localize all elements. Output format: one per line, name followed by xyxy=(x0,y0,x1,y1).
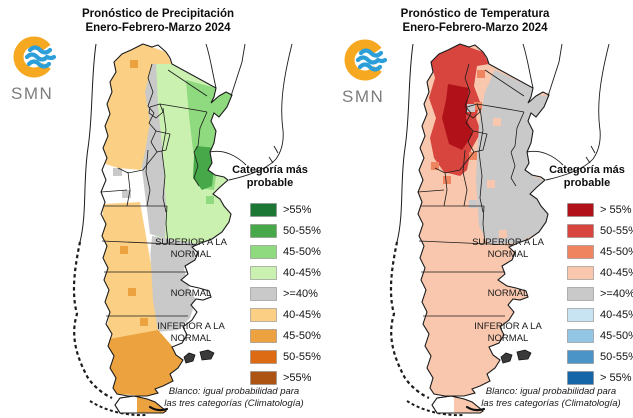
legend-label: 50-55% xyxy=(283,225,321,237)
legend-label: 40-45% xyxy=(600,309,633,321)
legend-swatch xyxy=(567,350,594,364)
legend-category-above: SUPERIOR A LA NORMAL xyxy=(472,237,544,260)
precipitation-panel: Pronóstico de Precipitación Enero-Febrer… xyxy=(0,0,321,418)
legend-row: > 55% xyxy=(567,371,632,385)
temperature-panel: Pronóstico de Temperatura Enero-Febrero-… xyxy=(317,0,633,418)
legend-swatch xyxy=(250,329,277,343)
smn-logo-waves xyxy=(24,45,57,69)
legend-row: 50-55% xyxy=(567,224,633,238)
legend-swatch xyxy=(567,245,594,259)
legend-title: Categoría más probable xyxy=(549,164,625,189)
region-above-50-55 xyxy=(193,146,216,190)
legend-swatch xyxy=(567,287,594,301)
title-line2: Enero-Febrero-Marzo 2024 xyxy=(402,22,548,34)
legend-row: 45-50% xyxy=(250,245,321,259)
legend-swatch xyxy=(250,287,277,301)
legend-row: 50-55% xyxy=(250,224,321,238)
legend-label: 45-50% xyxy=(283,246,321,258)
region-normal-patagonia xyxy=(148,236,200,332)
legend-swatch xyxy=(250,203,277,217)
legend-label: >=40% xyxy=(600,288,633,300)
region-above-55 xyxy=(442,84,473,150)
legend-category-normal: NORMAL xyxy=(170,288,212,299)
legend-swatch xyxy=(567,371,594,385)
legend-label: >=40% xyxy=(283,288,318,300)
legend-row: 45-50% xyxy=(567,245,633,259)
pixel-noise xyxy=(487,118,507,238)
legend-row: >55% xyxy=(250,371,311,385)
legend-label: > 55% xyxy=(600,372,632,384)
pixel-noise xyxy=(120,60,148,326)
region-below-40-45-nw xyxy=(101,44,172,170)
legend-label: >55% xyxy=(283,372,312,384)
legend-swatch xyxy=(250,224,277,238)
legend-label: 40-45% xyxy=(283,309,321,321)
legend-label: > 55% xyxy=(600,204,632,216)
precipitation-title: Pronóstico de Precipitación Enero-Febrer… xyxy=(0,7,316,35)
legend-row: >=40% xyxy=(250,287,318,301)
legend-row: > 55% xyxy=(567,203,632,217)
temperature-title: Pronóstico de Temperatura Enero-Febrero-… xyxy=(317,7,633,35)
legend-swatch xyxy=(250,308,277,322)
legend-swatch xyxy=(567,203,594,217)
legend-label: 50-55% xyxy=(600,225,633,237)
legend-swatch xyxy=(567,266,594,280)
legend-row: 45-50% xyxy=(250,329,321,343)
legend-row: 40-45% xyxy=(250,308,321,322)
legend-swatch xyxy=(567,224,594,238)
legend-label: 45-50% xyxy=(600,246,633,258)
legend-swatch xyxy=(250,350,277,364)
legend-label: 45-50% xyxy=(600,330,633,342)
precipitation-legend: Categoría más probable >55% 50-55% 45-50… xyxy=(0,160,321,418)
title-line1: Pronóstico de Temperatura xyxy=(400,8,550,20)
title-line1: Pronóstico de Precipitación xyxy=(81,8,235,20)
smn-logo-waves xyxy=(355,48,388,72)
legend-category-above: SUPERIOR A LA NORMAL xyxy=(155,237,227,260)
legend-label: 40-45% xyxy=(600,267,633,279)
legend-title: Categoría más probable xyxy=(232,164,308,189)
legend-swatch xyxy=(567,329,594,343)
legend-row: 50-55% xyxy=(250,350,321,364)
temperature-map xyxy=(389,43,610,417)
smn-logo xyxy=(344,39,388,81)
legend-row: 45-50% xyxy=(567,329,633,343)
precipitation-map xyxy=(72,43,293,417)
smn-logo xyxy=(13,36,57,78)
legend-label: >55% xyxy=(283,204,312,216)
legend-category-below: INFERIOR A LA NORMAL xyxy=(157,321,225,344)
legend-label: 45-50% xyxy=(283,330,321,342)
legend-label: 50-55% xyxy=(283,351,321,363)
smn-logo-text: SMN xyxy=(11,84,54,103)
legend-swatch xyxy=(250,245,277,259)
legend-row: 40-45% xyxy=(250,266,321,280)
temperature-legend: Categoría más probable > 55% 50-55% 45-5… xyxy=(317,160,633,418)
legend-swatch xyxy=(250,371,277,385)
forecast-regions xyxy=(101,44,232,396)
legend-swatch xyxy=(567,308,594,322)
smn-logo-text: SMN xyxy=(342,87,385,106)
legend-row: 40-45% xyxy=(567,308,633,322)
pixel-noise xyxy=(197,108,214,204)
legend-category-below: INFERIOR A LA NORMAL xyxy=(474,321,542,344)
legend-row: 50-55% xyxy=(567,350,633,364)
title-line2: Enero-Febrero-Marzo 2024 xyxy=(85,22,231,34)
legend-footnote: Blanco: igual probabilidad para las tres… xyxy=(481,386,621,409)
legend-row: >55% xyxy=(250,203,311,217)
legend-swatch xyxy=(250,266,277,280)
legend-footnote: Blanco: igual probabilidad para las tres… xyxy=(164,386,304,409)
legend-category-normal: NORMAL xyxy=(487,288,529,299)
legend-label: 40-45% xyxy=(283,267,321,279)
legend-row: 40-45% xyxy=(567,266,633,280)
region-below-45-50-south xyxy=(104,330,183,396)
legend-row: >=40% xyxy=(567,287,633,301)
pixel-noise xyxy=(467,104,477,208)
legend-label: 50-55% xyxy=(600,351,633,363)
